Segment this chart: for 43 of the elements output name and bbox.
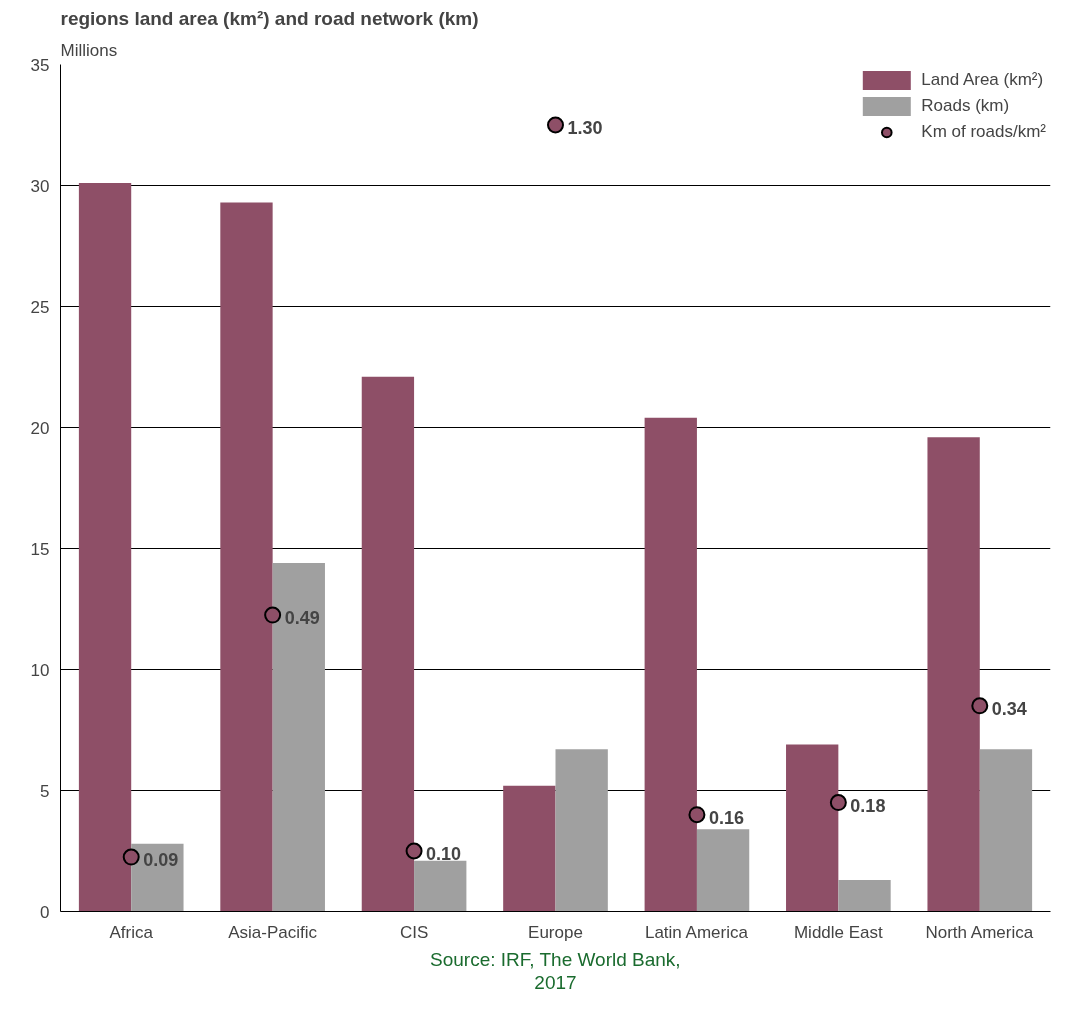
data-label: 0.49 — [284, 608, 320, 629]
text: 2017 — [534, 971, 577, 993]
legend-label: Land Area (km²) — [921, 70, 1044, 90]
bar — [979, 749, 1033, 912]
bar — [555, 749, 608, 912]
data-label: 0.16 — [708, 807, 744, 828]
y-axis-title: Millions — [60, 40, 118, 60]
x-tick-label: CIS — [399, 922, 429, 942]
point — [688, 806, 706, 824]
data-label: 1.30 — [567, 118, 603, 138]
bar — [414, 860, 467, 912]
point — [264, 606, 282, 624]
y-tick-label: 20 — [30, 418, 50, 438]
point — [122, 848, 140, 866]
y-tick-label: 25 — [30, 297, 50, 317]
point — [829, 794, 847, 812]
y-tick-label: 10 — [30, 660, 50, 680]
data-label: 0.10 — [426, 844, 462, 864]
x-tick-label: Latin America — [644, 922, 749, 942]
data-label: 0.18 — [850, 795, 886, 816]
chart-title: regions land area (km²) and road network (km) — [60, 7, 479, 29]
bar — [696, 829, 750, 912]
x-tick-label: Middle East — [793, 922, 884, 942]
x-tick-label: Africa — [109, 922, 154, 942]
legend-label: Km of roads/km² — [921, 122, 1046, 142]
y-tick-label: 15 — [30, 539, 50, 559]
x-tick-label: North America — [925, 922, 1034, 942]
source-note: Source: IRF, The World Bank, — [430, 948, 681, 970]
bar — [272, 563, 325, 912]
bar — [503, 785, 556, 912]
x-tick-label: Asia-Pacific — [228, 922, 318, 942]
y-tick-label: 35 — [30, 55, 50, 75]
point — [971, 697, 989, 715]
y-tick-label: 30 — [30, 176, 50, 196]
bar — [838, 880, 891, 912]
x-tick-label: Europe — [528, 922, 583, 942]
y-tick-label: 5 — [40, 781, 50, 801]
data-label: 0.34 — [991, 698, 1027, 719]
point — [405, 842, 423, 860]
data-label: 0.09 — [143, 850, 179, 871]
y-tick-label: 0 — [40, 902, 50, 922]
point — [547, 116, 564, 134]
legend-label: Roads (km) — [921, 96, 1010, 116]
